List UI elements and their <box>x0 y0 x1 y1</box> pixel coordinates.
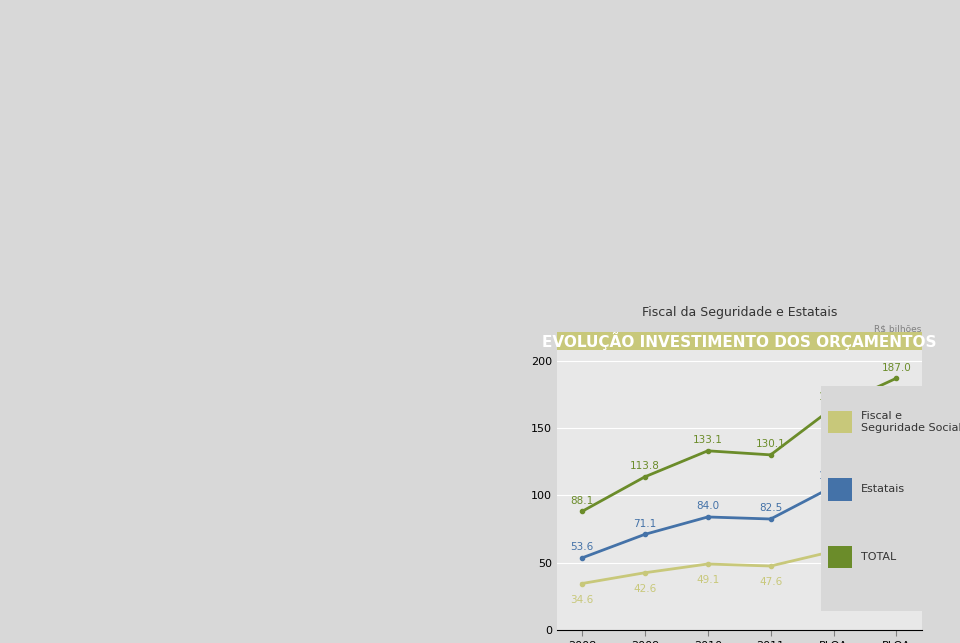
Text: 106.8: 106.8 <box>819 471 849 481</box>
Text: EVOLUÇÃO INVESTIMENTO DOS ORÇAMENTOS: EVOLUÇÃO INVESTIMENTO DOS ORÇAMENTOS <box>542 332 936 350</box>
Text: 88.1: 88.1 <box>570 496 593 506</box>
Text: 71.1: 71.1 <box>634 519 657 529</box>
Text: 42.6: 42.6 <box>634 584 657 594</box>
Text: Fiscal e
Seguridade Social: Fiscal e Seguridade Social <box>861 411 960 433</box>
Text: 113.8: 113.8 <box>630 461 660 471</box>
Text: Fiscal da Seguridade e Estatais: Fiscal da Seguridade e Estatais <box>641 306 837 319</box>
Text: 47.6: 47.6 <box>759 577 782 587</box>
Text: 58.6: 58.6 <box>822 562 845 572</box>
Text: 76.3: 76.3 <box>885 538 908 548</box>
Text: TOTAL: TOTAL <box>861 552 897 562</box>
Text: 34.6: 34.6 <box>570 595 593 604</box>
Text: 130.1: 130.1 <box>756 439 785 449</box>
Bar <box>828 478 852 500</box>
Text: R$ bilhões: R$ bilhões <box>875 324 922 333</box>
Text: 82.5: 82.5 <box>759 503 782 514</box>
Text: 53.6: 53.6 <box>570 543 593 552</box>
Bar <box>828 545 852 568</box>
Text: Estatais: Estatais <box>861 484 905 494</box>
Text: 49.1: 49.1 <box>696 575 719 585</box>
Bar <box>828 411 852 433</box>
Text: 110.6: 110.6 <box>881 466 911 476</box>
Text: 165.4: 165.4 <box>819 392 849 402</box>
Text: 84.0: 84.0 <box>696 502 719 511</box>
Text: 187.0: 187.0 <box>881 363 911 373</box>
Text: 133.1: 133.1 <box>693 435 723 445</box>
